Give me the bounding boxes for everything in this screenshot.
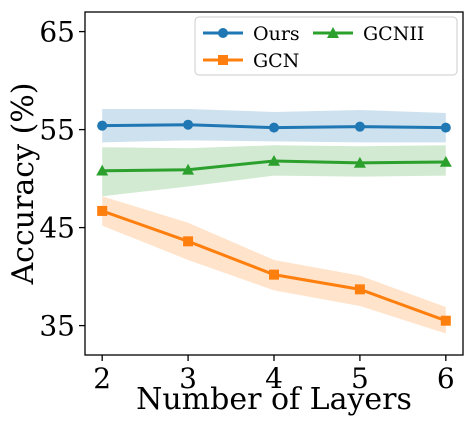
legend-marker-gcn	[218, 55, 228, 65]
y-tick-label-35: 35	[39, 310, 75, 343]
point-gcnii-5	[353, 156, 366, 168]
point-ours-5	[354, 121, 365, 132]
y-tick-label-55: 55	[39, 114, 75, 147]
y-tick-label-45: 45	[39, 212, 75, 245]
legend-marker-ours	[218, 28, 228, 38]
y-tick-label-65: 65	[39, 16, 75, 49]
x-tick-label-5: 5	[351, 362, 369, 395]
x-tick-label-2: 2	[93, 362, 111, 395]
point-ours-6	[440, 122, 451, 133]
legend-label-gcn: GCN	[253, 50, 299, 72]
y-axis-ticks: 35 45 55 65	[39, 16, 85, 343]
legend-label-ours: Ours	[253, 23, 300, 45]
point-gcnii-2	[96, 164, 109, 176]
legend-label-gcnii: GCNII	[363, 23, 424, 45]
legend-marker-gcnii	[327, 27, 339, 38]
x-axis-ticks: 2 3 4 5 6	[93, 355, 455, 395]
point-gcn-2	[97, 205, 108, 216]
band-gcn	[102, 196, 446, 334]
point-gcn-4	[269, 269, 279, 280]
point-ours-2	[97, 120, 108, 131]
point-gcnii-6	[439, 155, 452, 167]
legend: Ours GCN GCNII	[194, 16, 458, 76]
legend-box	[194, 16, 458, 76]
point-gcn-6	[440, 315, 451, 326]
point-gcnii-3	[182, 163, 195, 175]
point-gcn-5	[354, 284, 365, 295]
x-tick-label-3: 3	[179, 362, 197, 395]
confidence-bands	[102, 109, 446, 334]
point-ours-4	[269, 122, 279, 133]
x-axis-label: Number of Layers	[136, 382, 412, 417]
point-gcnii-4	[268, 154, 280, 166]
point-gcn-3	[183, 236, 194, 247]
x-tick-label-4: 4	[265, 362, 283, 395]
x-tick-label-6: 6	[437, 362, 455, 395]
series-markers	[96, 119, 452, 326]
point-ours-3	[183, 119, 194, 130]
y-axis-label: Accuracy (%)	[6, 82, 41, 285]
